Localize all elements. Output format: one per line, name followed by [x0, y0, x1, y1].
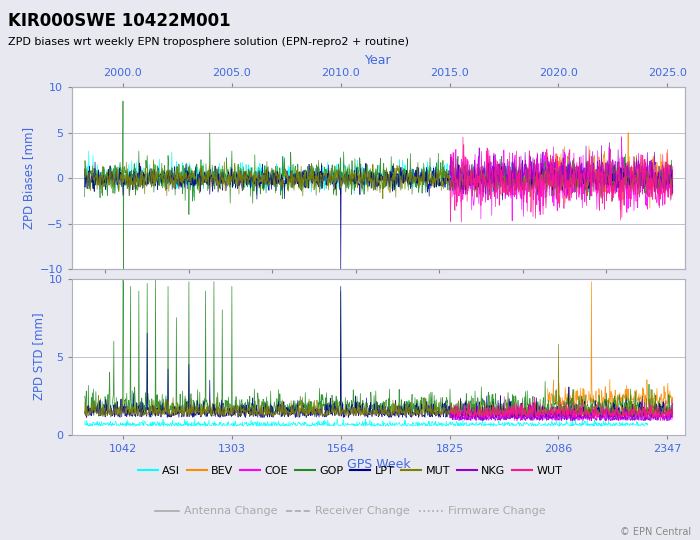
Y-axis label: ZPD Biases [mm]: ZPD Biases [mm]	[22, 127, 36, 230]
X-axis label: GPS Week: GPS Week	[347, 458, 410, 471]
X-axis label: Year: Year	[365, 55, 392, 68]
Y-axis label: ZPD STD [mm]: ZPD STD [mm]	[32, 313, 45, 401]
Text: © EPN Central: © EPN Central	[620, 527, 692, 537]
Legend: Antenna Change, Receiver Change, Firmware Change: Antenna Change, Receiver Change, Firmwar…	[150, 502, 550, 521]
Text: KIR000SWE 10422M001: KIR000SWE 10422M001	[8, 12, 231, 30]
Text: ZPD biases wrt weekly EPN troposphere solution (EPN-repro2 + routine): ZPD biases wrt weekly EPN troposphere so…	[8, 37, 409, 47]
Legend: ASI, BEV, COE, GOP, LPT, MUT, NKG, WUT: ASI, BEV, COE, GOP, LPT, MUT, NKG, WUT	[133, 462, 567, 481]
